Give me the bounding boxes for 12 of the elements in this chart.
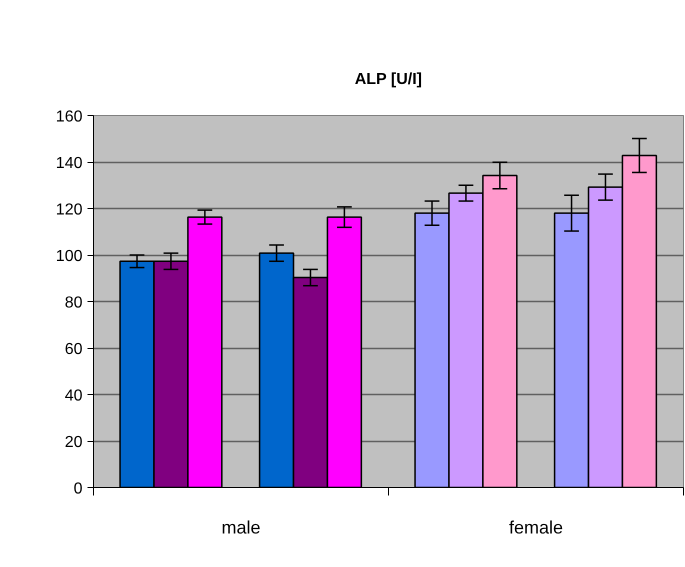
y-tick-label: 20 xyxy=(64,434,83,451)
x-tick-label: male xyxy=(221,518,261,538)
x-tick-label: female xyxy=(508,518,564,538)
y-tick-label: 40 xyxy=(64,388,83,404)
y-tick-label: 0 xyxy=(74,480,83,498)
y-tick-label: 120 xyxy=(56,202,83,218)
y-tick-label: 80 xyxy=(64,294,83,312)
y-tick-label: 140 xyxy=(56,155,83,172)
y-tick-label: 160 xyxy=(56,108,83,126)
chart-title: ALP [U/I] xyxy=(354,71,422,88)
y-tick-label: 60 xyxy=(64,341,83,358)
y-tick-label: 100 xyxy=(56,248,83,265)
